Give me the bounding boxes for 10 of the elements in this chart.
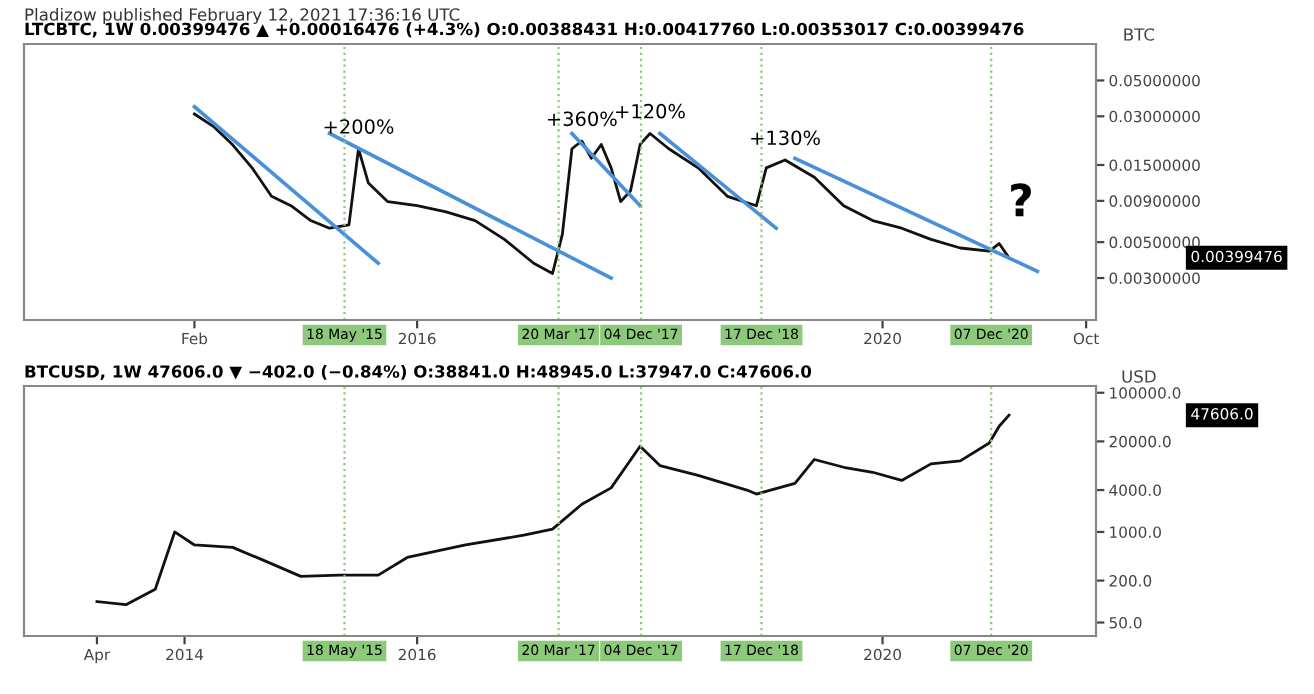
annotation: ?	[1011, 183, 1031, 217]
chart-title: BTCUSD, 1W 47606.0 ▼ −402.0 (−0.84%) O:38841.0 H:48945.0 L:37947.0 C:47606.0	[25, 364, 812, 380]
text: Pladizow published February 12, 2021 17:36:16 UTC	[25, 7, 460, 25]
annotation: +130%	[751, 130, 820, 146]
chart-title: LTCBTC, 1W 0.00399476 ▲ +0.00016476 (+4.3%) O:0.00388431 H:0.00417760 L:0.00353017 C:0.00399476	[25, 22, 1024, 38]
y-axis-title: BTC	[1124, 28, 1155, 41]
y-axis-title: USD	[1122, 370, 1156, 383]
annotation: +120%	[616, 103, 685, 119]
annotation: +360%	[547, 111, 617, 127]
annotation: +200%	[324, 119, 394, 134]
